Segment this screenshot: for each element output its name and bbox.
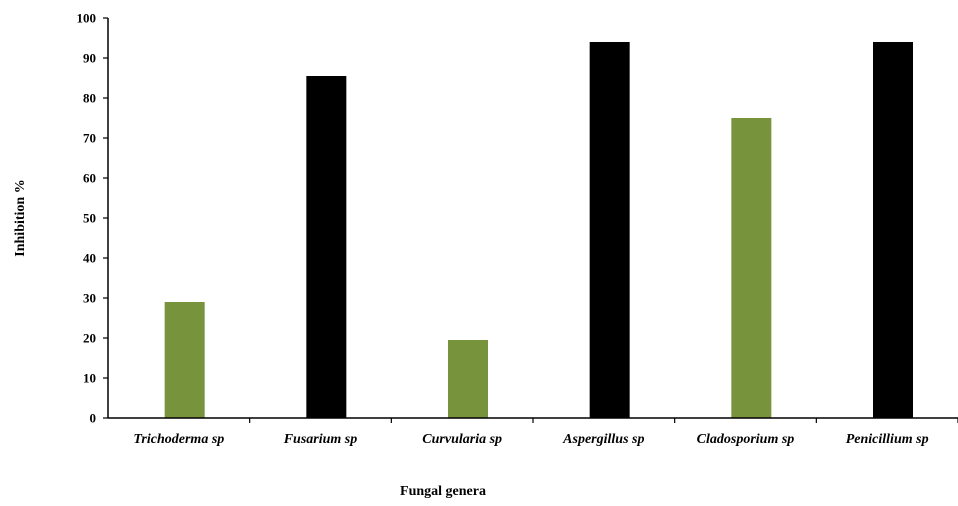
- bar-penicillium-sp: [873, 42, 913, 418]
- y-tick-label: 80: [83, 91, 96, 106]
- x-axis-category-labels: Trichoderma sp Fusarium sp Curvularia sp As…: [133, 418, 958, 447]
- x-category-label: Trichoderma sp: [133, 432, 224, 447]
- y-tick-label: 60: [83, 171, 96, 186]
- y-axis-title: Inhibition %: [13, 179, 28, 256]
- bar-trichoderma-sp: [164, 302, 205, 418]
- y-tick-label: 50: [83, 211, 96, 226]
- bars-group: [164, 42, 913, 418]
- y-tick-label: 10: [83, 371, 96, 386]
- y-tick-label: 90: [83, 51, 96, 66]
- x-category-label: Curvularia sp: [422, 432, 502, 447]
- y-axis-ticks: 0 10 20 30 40 50 60 70 80 90 100: [77, 11, 108, 426]
- bar-cladosporium-sp: [731, 118, 772, 418]
- y-tick-label: 30: [83, 291, 96, 306]
- x-axis-title: Fungal genera: [400, 484, 486, 499]
- y-tick-label: 40: [83, 251, 96, 266]
- x-category-label: Penicillium sp: [846, 432, 929, 447]
- y-tick-label: 70: [83, 131, 96, 146]
- y-tick-label: 20: [83, 331, 96, 346]
- x-category-label: Aspergillus sp: [562, 432, 644, 447]
- y-tick-label: 0: [90, 411, 97, 426]
- bar-fusarium-sp: [306, 76, 347, 418]
- x-category-label: Cladosporium sp: [697, 432, 795, 447]
- bar-curvularia-sp: [448, 340, 488, 418]
- bar-aspergillus-sp: [589, 42, 630, 418]
- x-category-label: Fusarium sp: [283, 432, 358, 447]
- y-tick-label: 100: [77, 11, 97, 26]
